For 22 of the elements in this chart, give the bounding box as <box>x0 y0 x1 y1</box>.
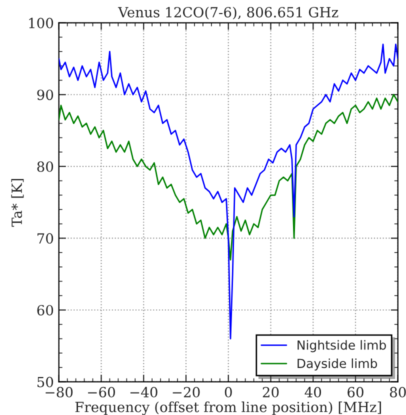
x-tick-label: 20 <box>262 386 279 398</box>
x-tick-label: 80 <box>390 386 406 398</box>
chart-title: Venus 12CO(7-6), 806.651 GHz <box>118 6 338 20</box>
line-series <box>58 94 398 260</box>
x-tick-label: 40 <box>304 386 322 398</box>
x-tick-label: −20 <box>172 386 200 398</box>
y-tick-label: 100 <box>29 18 54 28</box>
x-tick-label: −80 <box>46 386 73 398</box>
y-tick-label: 50 <box>38 376 54 388</box>
y-tick-label: 90 <box>37 90 54 100</box>
legend-label: Nightside limb <box>298 340 386 352</box>
y-axis-title: Ta* [K] <box>11 178 24 227</box>
x-tick-label: 0 <box>224 386 232 398</box>
legend-label: Dayside limb <box>298 358 378 371</box>
y-tick-label: 60 <box>37 304 54 316</box>
x-axis-title: Frequency (offset from line position) [MHz] <box>75 401 381 415</box>
line-series <box>58 44 398 340</box>
x-tick-label: 60 <box>348 386 364 398</box>
x-tick-label: −60 <box>88 386 115 398</box>
x-tick-label: −40 <box>130 386 158 398</box>
y-tick-label: 70 <box>38 233 54 244</box>
y-tick-label: 80 <box>37 161 54 172</box>
